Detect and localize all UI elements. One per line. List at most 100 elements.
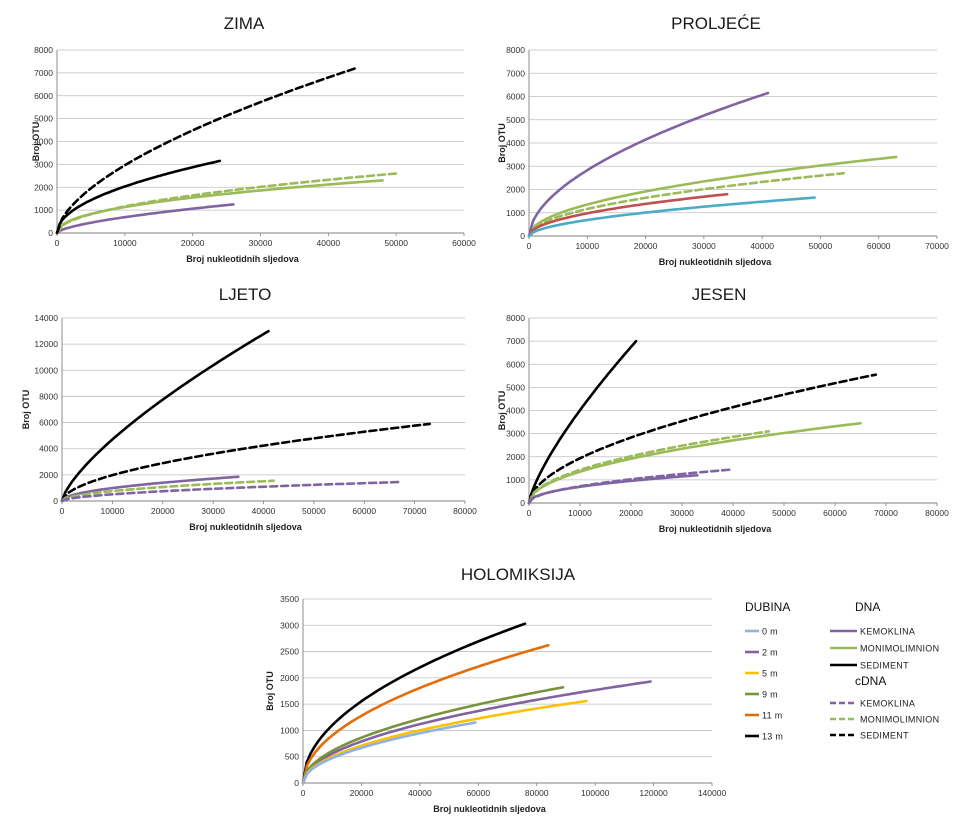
x-tick-label: 60000	[466, 788, 490, 798]
x-tick-label: 40000	[750, 241, 774, 251]
y-axis-label: Broj OTU	[31, 122, 41, 162]
series-line	[60, 480, 401, 503]
series-line	[527, 473, 699, 505]
series-line	[55, 172, 398, 235]
series-line	[527, 192, 729, 238]
y-axis-label: Broj OTU	[497, 391, 507, 431]
series-line	[301, 680, 652, 785]
x-tick-label: 30000	[670, 508, 694, 518]
x-tick-label: 80000	[525, 788, 549, 798]
x-tick-label: 0	[60, 506, 65, 516]
y-tick-label: 2000	[506, 452, 525, 462]
y-tick-label: 0	[48, 228, 53, 238]
y-tick-label: 3000	[34, 159, 53, 169]
x-tick-label: 70000	[403, 506, 427, 516]
y-axis-label: Broj OTU	[497, 123, 507, 163]
x-tick-label: 80000	[925, 508, 949, 518]
y-tick-label: 8000	[506, 313, 525, 323]
series-line	[527, 339, 638, 505]
series-line	[527, 155, 898, 238]
y-tick-label: 10000	[34, 365, 58, 375]
series-line	[301, 699, 588, 785]
x-tick-label: 50000	[384, 238, 408, 248]
series-line	[527, 196, 816, 238]
series-line	[60, 329, 270, 503]
y-tick-label: 2000	[506, 185, 525, 195]
y-tick-label: 4000	[506, 138, 525, 148]
x-axis-label: Broj nukleotidnih sljedova	[433, 804, 547, 814]
y-tick-label: 6000	[34, 91, 53, 101]
y-tick-label: 6000	[506, 359, 525, 369]
x-tick-label: 0	[527, 508, 532, 518]
x-axis-label: Broj nukleotidnih sljedova	[659, 257, 773, 267]
series-line	[55, 67, 357, 235]
y-tick-label: 5000	[506, 115, 525, 125]
series-line	[301, 622, 527, 785]
x-tick-label: 10000	[575, 241, 599, 251]
y-tick-label: 3500	[280, 594, 299, 604]
legend-depth-title: DUBINA	[745, 600, 790, 614]
x-tick-label: 10000	[101, 506, 125, 516]
series-line	[527, 429, 771, 505]
series-line	[60, 475, 240, 503]
x-tick-label: 60000	[352, 506, 376, 516]
chart-4: HOLOMIKSIJA 0 500 1000 1500 2000 2500 3000 3500 0…	[265, 565, 726, 814]
x-tick-label: 10000	[113, 238, 137, 248]
x-tick-label: 20000	[181, 238, 205, 248]
y-tick-label: 1000	[506, 208, 525, 218]
y-tick-label: 8000	[506, 45, 525, 55]
legend-depth-label: 2 m	[762, 648, 778, 658]
y-tick-label: 7000	[34, 68, 53, 78]
y-tick-label: 2000	[280, 673, 299, 683]
y-tick-label: 2500	[280, 647, 299, 657]
series-line	[527, 91, 770, 238]
y-tick-label: 0	[53, 496, 58, 506]
y-tick-label: 0	[520, 231, 525, 241]
legend-dna-title: DNA	[855, 600, 880, 614]
x-tick-label: 0	[55, 238, 60, 248]
y-axis-label: Broj OTU	[265, 671, 275, 711]
y-tick-label: 1000	[280, 725, 299, 735]
legend-depth-label: 0 m	[762, 627, 778, 637]
x-tick-label: 60000	[452, 238, 476, 248]
series-line	[60, 422, 432, 503]
x-tick-label: 140000	[698, 788, 727, 798]
x-tick-label: 100000	[581, 788, 610, 798]
legend-cdna-label: KEMOKLINA	[860, 699, 915, 709]
y-tick-label: 7000	[506, 336, 525, 346]
y-tick-label: 6000	[39, 418, 58, 428]
series-line	[527, 373, 878, 505]
series-line	[527, 171, 846, 238]
x-tick-label: 0	[527, 241, 532, 251]
y-tick-label: 12000	[34, 339, 58, 349]
x-tick-label: 40000	[721, 508, 745, 518]
y-tick-label: 500	[285, 752, 299, 762]
chart-title: ZIMA	[224, 14, 265, 33]
chart-2: LJETO 0 2000 4000 6000 8000 10000 12000 14000 0 10…	[21, 285, 477, 532]
y-tick-label: 5000	[506, 382, 525, 392]
x-axis-label: Broj nukleotidnih sljedova	[659, 524, 773, 534]
legend-depth-label: 13 m	[762, 732, 783, 742]
x-tick-label: 30000	[201, 506, 225, 516]
legend-cdna-label: SEDIMENT	[860, 731, 909, 741]
series-line	[55, 203, 235, 235]
series-line	[527, 421, 862, 505]
y-axis-label: Broj OTU	[21, 390, 31, 430]
y-tick-label: 14000	[34, 313, 58, 323]
y-tick-label: 2000	[34, 182, 53, 192]
y-tick-label: 3000	[506, 429, 525, 439]
y-tick-label: 5000	[34, 114, 53, 124]
y-tick-label: 1000	[34, 205, 53, 215]
chart-title: LJETO	[219, 285, 272, 304]
x-tick-label: 40000	[317, 238, 341, 248]
x-tick-label: 10000	[568, 508, 592, 518]
x-tick-label: 70000	[874, 508, 898, 518]
legend-dna-label: KEMOKLINA	[860, 627, 915, 637]
x-tick-label: 20000	[350, 788, 374, 798]
y-tick-label: 2000	[39, 470, 58, 480]
chart-title: PROLJEĆE	[671, 14, 761, 33]
x-tick-label: 20000	[619, 508, 643, 518]
chart-title: HOLOMIKSIJA	[461, 565, 576, 584]
legend-depth-label: 5 m	[762, 669, 778, 679]
